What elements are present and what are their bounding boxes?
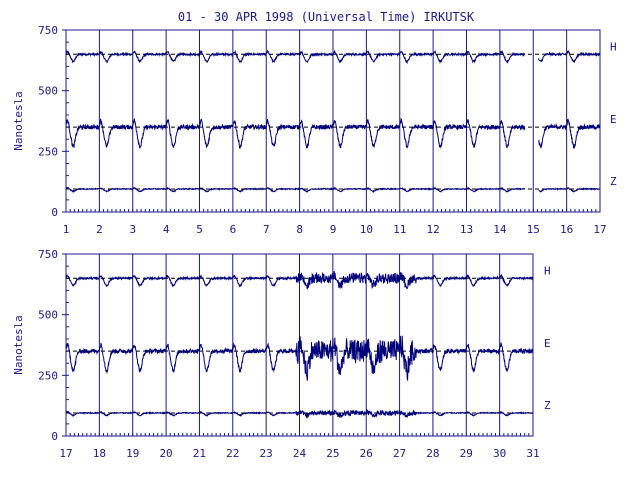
series-line-Z bbox=[65, 186, 600, 193]
x-tick-label: 24 bbox=[293, 447, 307, 460]
y-tick-label: 500 bbox=[38, 85, 58, 98]
series-line-H bbox=[65, 270, 534, 290]
x-tick-label: 17 bbox=[593, 223, 606, 236]
y-tick-label: 0 bbox=[51, 430, 58, 443]
series-label: E bbox=[610, 113, 617, 126]
series-label: H bbox=[610, 40, 617, 53]
x-tick-label: 19 bbox=[126, 447, 139, 460]
x-tick-label: 28 bbox=[426, 447, 439, 460]
x-tick-label: 9 bbox=[330, 223, 337, 236]
chart-title: 01 - 30 APR 1998 (Universal Time) IRKUTS… bbox=[178, 10, 475, 24]
x-tick-label: 3 bbox=[129, 223, 136, 236]
x-tick-label: 26 bbox=[360, 447, 373, 460]
series-line-E bbox=[65, 117, 601, 150]
x-tick-label: 23 bbox=[260, 447, 273, 460]
x-tick-label: 25 bbox=[326, 447, 339, 460]
y-tick-label: 750 bbox=[38, 24, 58, 37]
series-label: Z bbox=[544, 399, 551, 412]
x-tick-label: 8 bbox=[296, 223, 303, 236]
y-axis-label: Nanotesla bbox=[12, 91, 25, 151]
x-tick-label: 27 bbox=[393, 447, 406, 460]
series-label: E bbox=[544, 337, 551, 350]
x-tick-label: 29 bbox=[460, 447, 473, 460]
x-tick-label: 15 bbox=[527, 223, 540, 236]
series-label: Z bbox=[610, 175, 617, 188]
x-tick-label: 22 bbox=[226, 447, 239, 460]
x-tick-label: 20 bbox=[159, 447, 172, 460]
x-tick-label: 16 bbox=[560, 223, 573, 236]
bottom-panel: 0 250 500 750 Nanotesla 17 18 19 20 21 22 23 24 25 26 2… bbox=[12, 248, 551, 460]
x-tick-label: 12 bbox=[427, 223, 440, 236]
x-tick-label: 30 bbox=[493, 447, 506, 460]
series-label: H bbox=[544, 264, 551, 277]
y-tick-label: 0 bbox=[51, 206, 58, 219]
y-tick-label: 750 bbox=[38, 248, 58, 261]
x-tick-label: 17 bbox=[59, 447, 72, 460]
x-tick-label: 14 bbox=[493, 223, 507, 236]
series-line-H bbox=[65, 49, 601, 65]
x-tick-label: 13 bbox=[460, 223, 473, 236]
x-tick-label: 7 bbox=[263, 223, 270, 236]
x-tick-label: 5 bbox=[196, 223, 203, 236]
series-line-E bbox=[65, 335, 534, 381]
x-tick-label: 2 bbox=[96, 223, 103, 236]
x-tick-label: 21 bbox=[193, 447, 206, 460]
x-tick-label: 10 bbox=[360, 223, 373, 236]
x-tick-label: 18 bbox=[93, 447, 106, 460]
x-tick-label: 11 bbox=[393, 223, 406, 236]
y-tick-label: 250 bbox=[38, 145, 58, 158]
x-tick-label: 1 bbox=[63, 223, 70, 236]
x-tick-label: 4 bbox=[163, 223, 170, 236]
y-tick-label: 250 bbox=[38, 369, 58, 382]
x-tick-label: 31 bbox=[526, 447, 539, 460]
x-tick-label: 6 bbox=[230, 223, 237, 236]
y-tick-label: 500 bbox=[38, 309, 58, 322]
y-axis-label: Nanotesla bbox=[12, 315, 25, 375]
series-line-Z bbox=[65, 409, 534, 419]
